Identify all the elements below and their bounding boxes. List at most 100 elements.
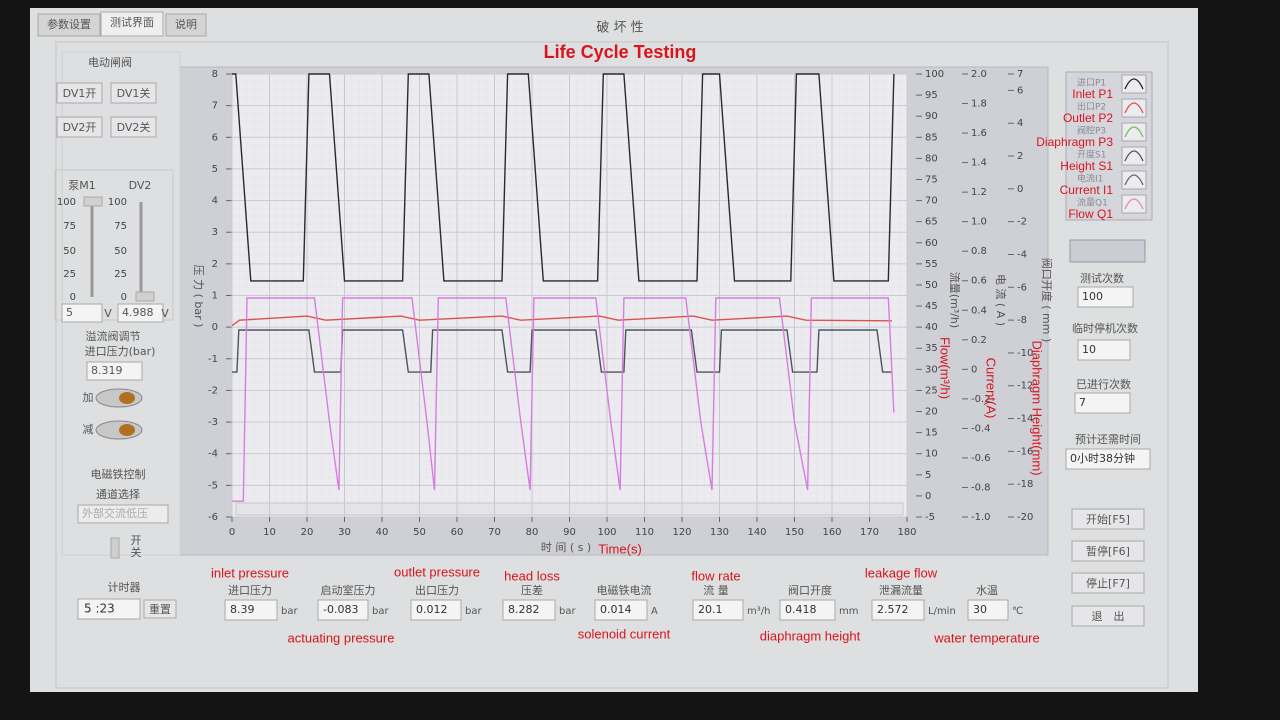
- y2-tick-label: -0.8: [971, 482, 991, 493]
- field-box: [1074, 392, 1131, 414]
- valve-button-label: DV1开: [63, 87, 97, 100]
- tab-label: 测试界面: [110, 16, 154, 29]
- timer-box: [77, 598, 141, 620]
- y2-tick-label: 10: [925, 449, 938, 460]
- y2-tick-label: 60: [925, 238, 938, 249]
- section-title: 电动闸阀: [88, 55, 132, 69]
- indicator-unit: A: [651, 606, 658, 617]
- series-line: [232, 73, 895, 282]
- y2-axis-label-en: Current(A): [984, 358, 999, 419]
- y2-tick-label: 75: [925, 174, 938, 185]
- tab[interactable]: [37, 13, 101, 37]
- x-tick-label: 150: [785, 527, 804, 538]
- y2-tick-label: -10: [1017, 348, 1033, 359]
- field-box: [1077, 339, 1131, 361]
- x-tick-label: 130: [710, 527, 729, 538]
- legend-label-cn: 进口P1: [1077, 78, 1106, 89]
- dropdown[interactable]: [77, 504, 169, 524]
- indicator-box: [502, 599, 556, 621]
- y2-tick-label: 25: [925, 385, 938, 396]
- y2-tick-label: 45: [925, 301, 938, 312]
- tab-label: 参数设置: [47, 17, 91, 31]
- y2-tick-label: 80: [925, 153, 938, 164]
- control-button[interactable]: [1071, 508, 1145, 530]
- valve-button[interactable]: [56, 116, 103, 138]
- slider-handle[interactable]: [83, 196, 103, 207]
- field-value: 10: [1082, 343, 1096, 356]
- valve-button[interactable]: [110, 116, 157, 138]
- y2-tick-label: 85: [925, 132, 938, 143]
- y2-tick-label: 2.0: [971, 69, 987, 80]
- valve-button[interactable]: [110, 82, 157, 104]
- slider-handle[interactable]: [135, 291, 155, 302]
- indicator-value: 8.39: [230, 603, 255, 616]
- slider-scale: 0: [121, 292, 127, 303]
- y2-tick-label: 35: [925, 343, 938, 354]
- legend-label-en: Flow Q1: [1068, 207, 1113, 221]
- series-line: [232, 297, 895, 502]
- indicator-value: 2.572: [877, 603, 909, 616]
- control-button[interactable]: [1071, 605, 1145, 627]
- toggle[interactable]: [110, 537, 120, 559]
- indicator-unit: bar: [281, 606, 298, 617]
- indicator-label: 出口压力: [415, 583, 459, 597]
- field-label: 临时停机次数: [1072, 321, 1138, 335]
- y2-tick-label: 7: [1017, 69, 1023, 80]
- x-tick-label: 60: [451, 527, 464, 538]
- legend-swatch-line: [1124, 150, 1144, 162]
- indicator-unit: L/min: [928, 606, 956, 617]
- indicator-label: 流 量: [703, 583, 729, 597]
- legend-swatch-line: [1124, 102, 1144, 114]
- field-label: 预计还需时间: [1075, 433, 1141, 446]
- slider-scale: 25: [63, 269, 76, 280]
- y2-tick-label: 0: [925, 491, 931, 502]
- y2-tick-label: -0.6: [971, 453, 991, 464]
- slider-value-box: [61, 303, 103, 323]
- y-tick-label: 4: [212, 196, 218, 207]
- slider-scale: 100: [57, 197, 76, 208]
- y-tick-label: -6: [208, 512, 218, 523]
- x-tick-label: 170: [860, 527, 879, 538]
- relief-knob-center: [119, 392, 135, 404]
- tab[interactable]: [165, 13, 207, 37]
- slider-group: [54, 169, 174, 321]
- y2-axis-label-en: Diaphragm Height(mm): [1030, 340, 1045, 475]
- indicator-value: 8.282: [508, 603, 540, 616]
- legend-label-cn: 阀腔P3: [1077, 125, 1106, 137]
- valve-button[interactable]: [56, 82, 103, 104]
- y-tick-label: 1: [212, 291, 218, 302]
- control-button[interactable]: [1071, 540, 1145, 562]
- window-frame: [55, 41, 1169, 689]
- indicator-value: 0.014: [600, 603, 632, 616]
- legend-swatch: [1121, 74, 1147, 94]
- y2-tick-label: 40: [925, 322, 938, 333]
- indicator-label-en: leakage flow: [865, 565, 938, 580]
- x-tick-label: 30: [338, 527, 351, 538]
- indicator-unit: mm: [839, 606, 858, 617]
- control-button[interactable]: [1071, 572, 1145, 594]
- relief-value: 8.319: [91, 364, 123, 377]
- tool-palette[interactable]: [1069, 239, 1146, 263]
- slider-scale: 0: [70, 292, 76, 303]
- y-tick-label: 8: [212, 69, 218, 80]
- slider-scale: 25: [114, 269, 127, 280]
- slider-value: 4.988: [122, 306, 154, 319]
- slider-scale: 50: [63, 246, 76, 257]
- indicator-label: 启动室压力: [321, 583, 376, 597]
- y2-tick-label: 1.4: [971, 158, 987, 169]
- switch-label: 开: [131, 534, 142, 547]
- timer-reset[interactable]: [143, 599, 177, 619]
- relief-value-box: [86, 361, 143, 381]
- indicator-label-en: diaphragm height: [760, 628, 861, 643]
- y2-tick-label: 1.6: [971, 128, 987, 139]
- y2-tick-label: -12: [1017, 381, 1033, 392]
- indicator-value: 0.012: [416, 603, 448, 616]
- section-title: 计时器: [108, 581, 141, 594]
- y2-tick-label: -0.4: [971, 423, 991, 434]
- y2-tick-label: 90: [925, 111, 938, 122]
- switch-label: 关: [131, 545, 142, 559]
- tab[interactable]: [100, 11, 164, 37]
- indicator-unit: bar: [465, 606, 482, 617]
- y-tick-label: 5: [212, 164, 218, 175]
- y2-tick-label: 20: [925, 407, 938, 418]
